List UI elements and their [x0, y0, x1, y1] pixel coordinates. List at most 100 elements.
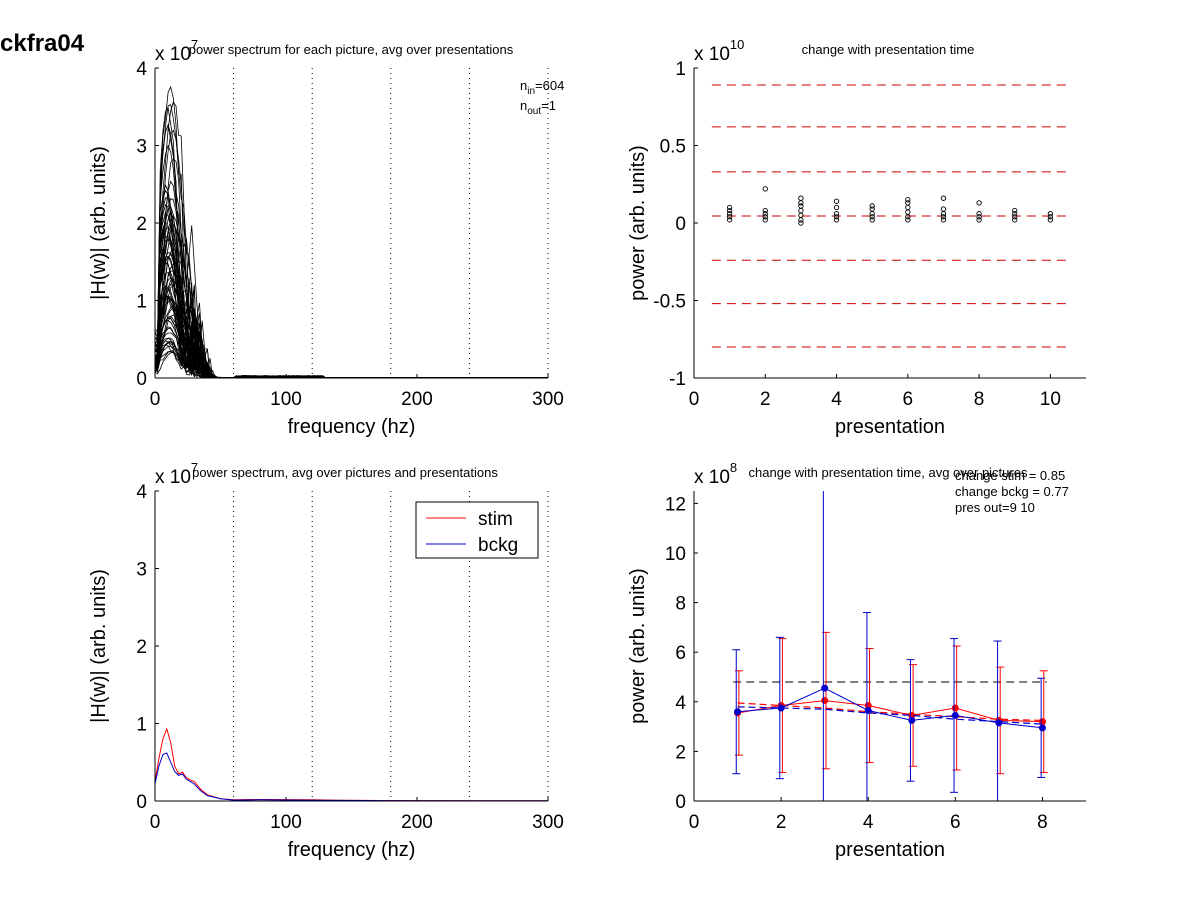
y-tick-label: 4 [136, 482, 147, 503]
x-axis-label: frequency (hz) [288, 839, 416, 861]
y-tick-label: 4 [675, 693, 686, 714]
axis-exponent-power: 10 [730, 37, 744, 52]
spectrum-line [154, 297, 549, 379]
scatter-point [905, 204, 911, 211]
plot-area [732, 491, 1048, 801]
x-tick-label: 200 [401, 812, 433, 833]
spectrum-line [154, 225, 549, 379]
scatter-point [762, 211, 768, 217]
scatter-point [726, 204, 733, 211]
stat-note: change bckg = 0.77 [955, 484, 1069, 499]
scatter-point [762, 217, 768, 223]
x-tick-label: 8 [1037, 812, 1048, 833]
scatter-point [726, 207, 733, 214]
x-tick-label: 100 [270, 812, 302, 833]
n-in-subscript: in [527, 86, 535, 97]
y-tick-label: 0 [136, 369, 147, 390]
scatter-point [940, 195, 947, 201]
stat-note: change stim = 0.85 [955, 468, 1065, 483]
y-tick-label: 4 [136, 59, 147, 80]
y-tick-label: 1 [136, 292, 147, 313]
scatter-point [1012, 207, 1018, 214]
x-tick-label: 300 [532, 389, 564, 410]
n-in-annotation: nin=604 [520, 78, 564, 97]
y-tick-label: 2 [136, 637, 147, 658]
spectrum-line [154, 211, 549, 379]
y-tick-label: -0.5 [653, 292, 686, 313]
y-tick-label: 0 [675, 214, 686, 235]
spectrum-line [154, 278, 548, 379]
scatter-point [726, 217, 733, 223]
spectrum-line [154, 337, 549, 379]
spectrum-line [154, 198, 549, 379]
spectrum-line [154, 253, 549, 379]
spectrum-line [154, 221, 549, 379]
spectrum-line [154, 295, 549, 379]
spectrum-line [154, 342, 549, 379]
y-tick-label: 0 [675, 792, 686, 813]
scatter-point [1012, 214, 1018, 220]
spectrum-line [154, 123, 548, 379]
spectrum-line [154, 296, 549, 379]
spectrum-line [154, 210, 549, 379]
spectrum-line [154, 284, 549, 379]
scatter-point [833, 204, 840, 211]
spectrum-line [154, 123, 549, 379]
spectrum-line [154, 263, 549, 379]
y-tick-label: 0.5 [660, 137, 686, 158]
scatter-point [905, 214, 911, 220]
data-point-stim [821, 697, 829, 705]
spectrum-line [154, 205, 549, 379]
spectrum-line [154, 256, 549, 379]
spectrum-line [154, 183, 548, 379]
spectrum-line [154, 326, 549, 379]
spectrum-line [154, 320, 549, 379]
x-tick-label: 0 [150, 812, 161, 833]
spectrum-line [154, 272, 548, 379]
y-tick-label: 1 [675, 59, 686, 80]
scatter-point [940, 211, 947, 217]
panel-title: change with presentation time, avg over … [749, 465, 1028, 480]
x-axis-label: presentation [835, 839, 945, 861]
spectrum-line [154, 341, 549, 379]
scatter-point [869, 217, 875, 223]
y-axis-label: power (arb. units) [627, 568, 649, 724]
x-tick-label: 8 [974, 389, 985, 410]
scatter-point [905, 217, 911, 223]
panel-change-avg-over-pictures: 0 2 4 6 8 0 2 4 6 8 10 12 presentation power (arb. un… [627, 460, 1086, 861]
spectrum-line [154, 189, 549, 379]
spectrum-line [154, 296, 549, 379]
series-line-bckg [154, 752, 548, 802]
scatter-point [869, 214, 875, 220]
y-tick-label: 1 [136, 715, 147, 736]
panel-title: power spectrum for each picture, avg ove… [189, 42, 514, 57]
spectrum-line [154, 204, 549, 379]
scatter-point [833, 198, 840, 204]
x-tick-label: 6 [903, 389, 914, 410]
spectrum-line [154, 295, 549, 379]
y-axis-label: |H(w)| (arb. units) [88, 146, 110, 300]
scatter-point [798, 200, 804, 206]
scatter-point [798, 220, 804, 226]
scatter-point [762, 207, 768, 214]
y-tick-label: 3 [136, 137, 147, 158]
y-tick-label: 2 [136, 214, 147, 235]
y-tick-label: 2 [675, 742, 686, 763]
spectrum-line [154, 235, 549, 379]
spectrum-line [154, 247, 549, 379]
scatter-point [905, 209, 911, 215]
n-out-annotation: nout=1 [520, 98, 556, 117]
spectrum-line [154, 337, 549, 379]
scatter-point [798, 217, 804, 223]
spectrum-line [154, 255, 549, 379]
legend: stim bckg [415, 501, 539, 559]
spectrum-line [154, 263, 549, 379]
spectrum-line [154, 317, 549, 379]
spectrum-line [154, 144, 549, 379]
axis-exponent-power: 8 [730, 460, 737, 475]
spectrum-line [154, 295, 549, 379]
axis-exponent-label: x 1010 [694, 37, 744, 65]
scatter-point [798, 195, 804, 201]
y-tick-label: 8 [675, 594, 686, 615]
